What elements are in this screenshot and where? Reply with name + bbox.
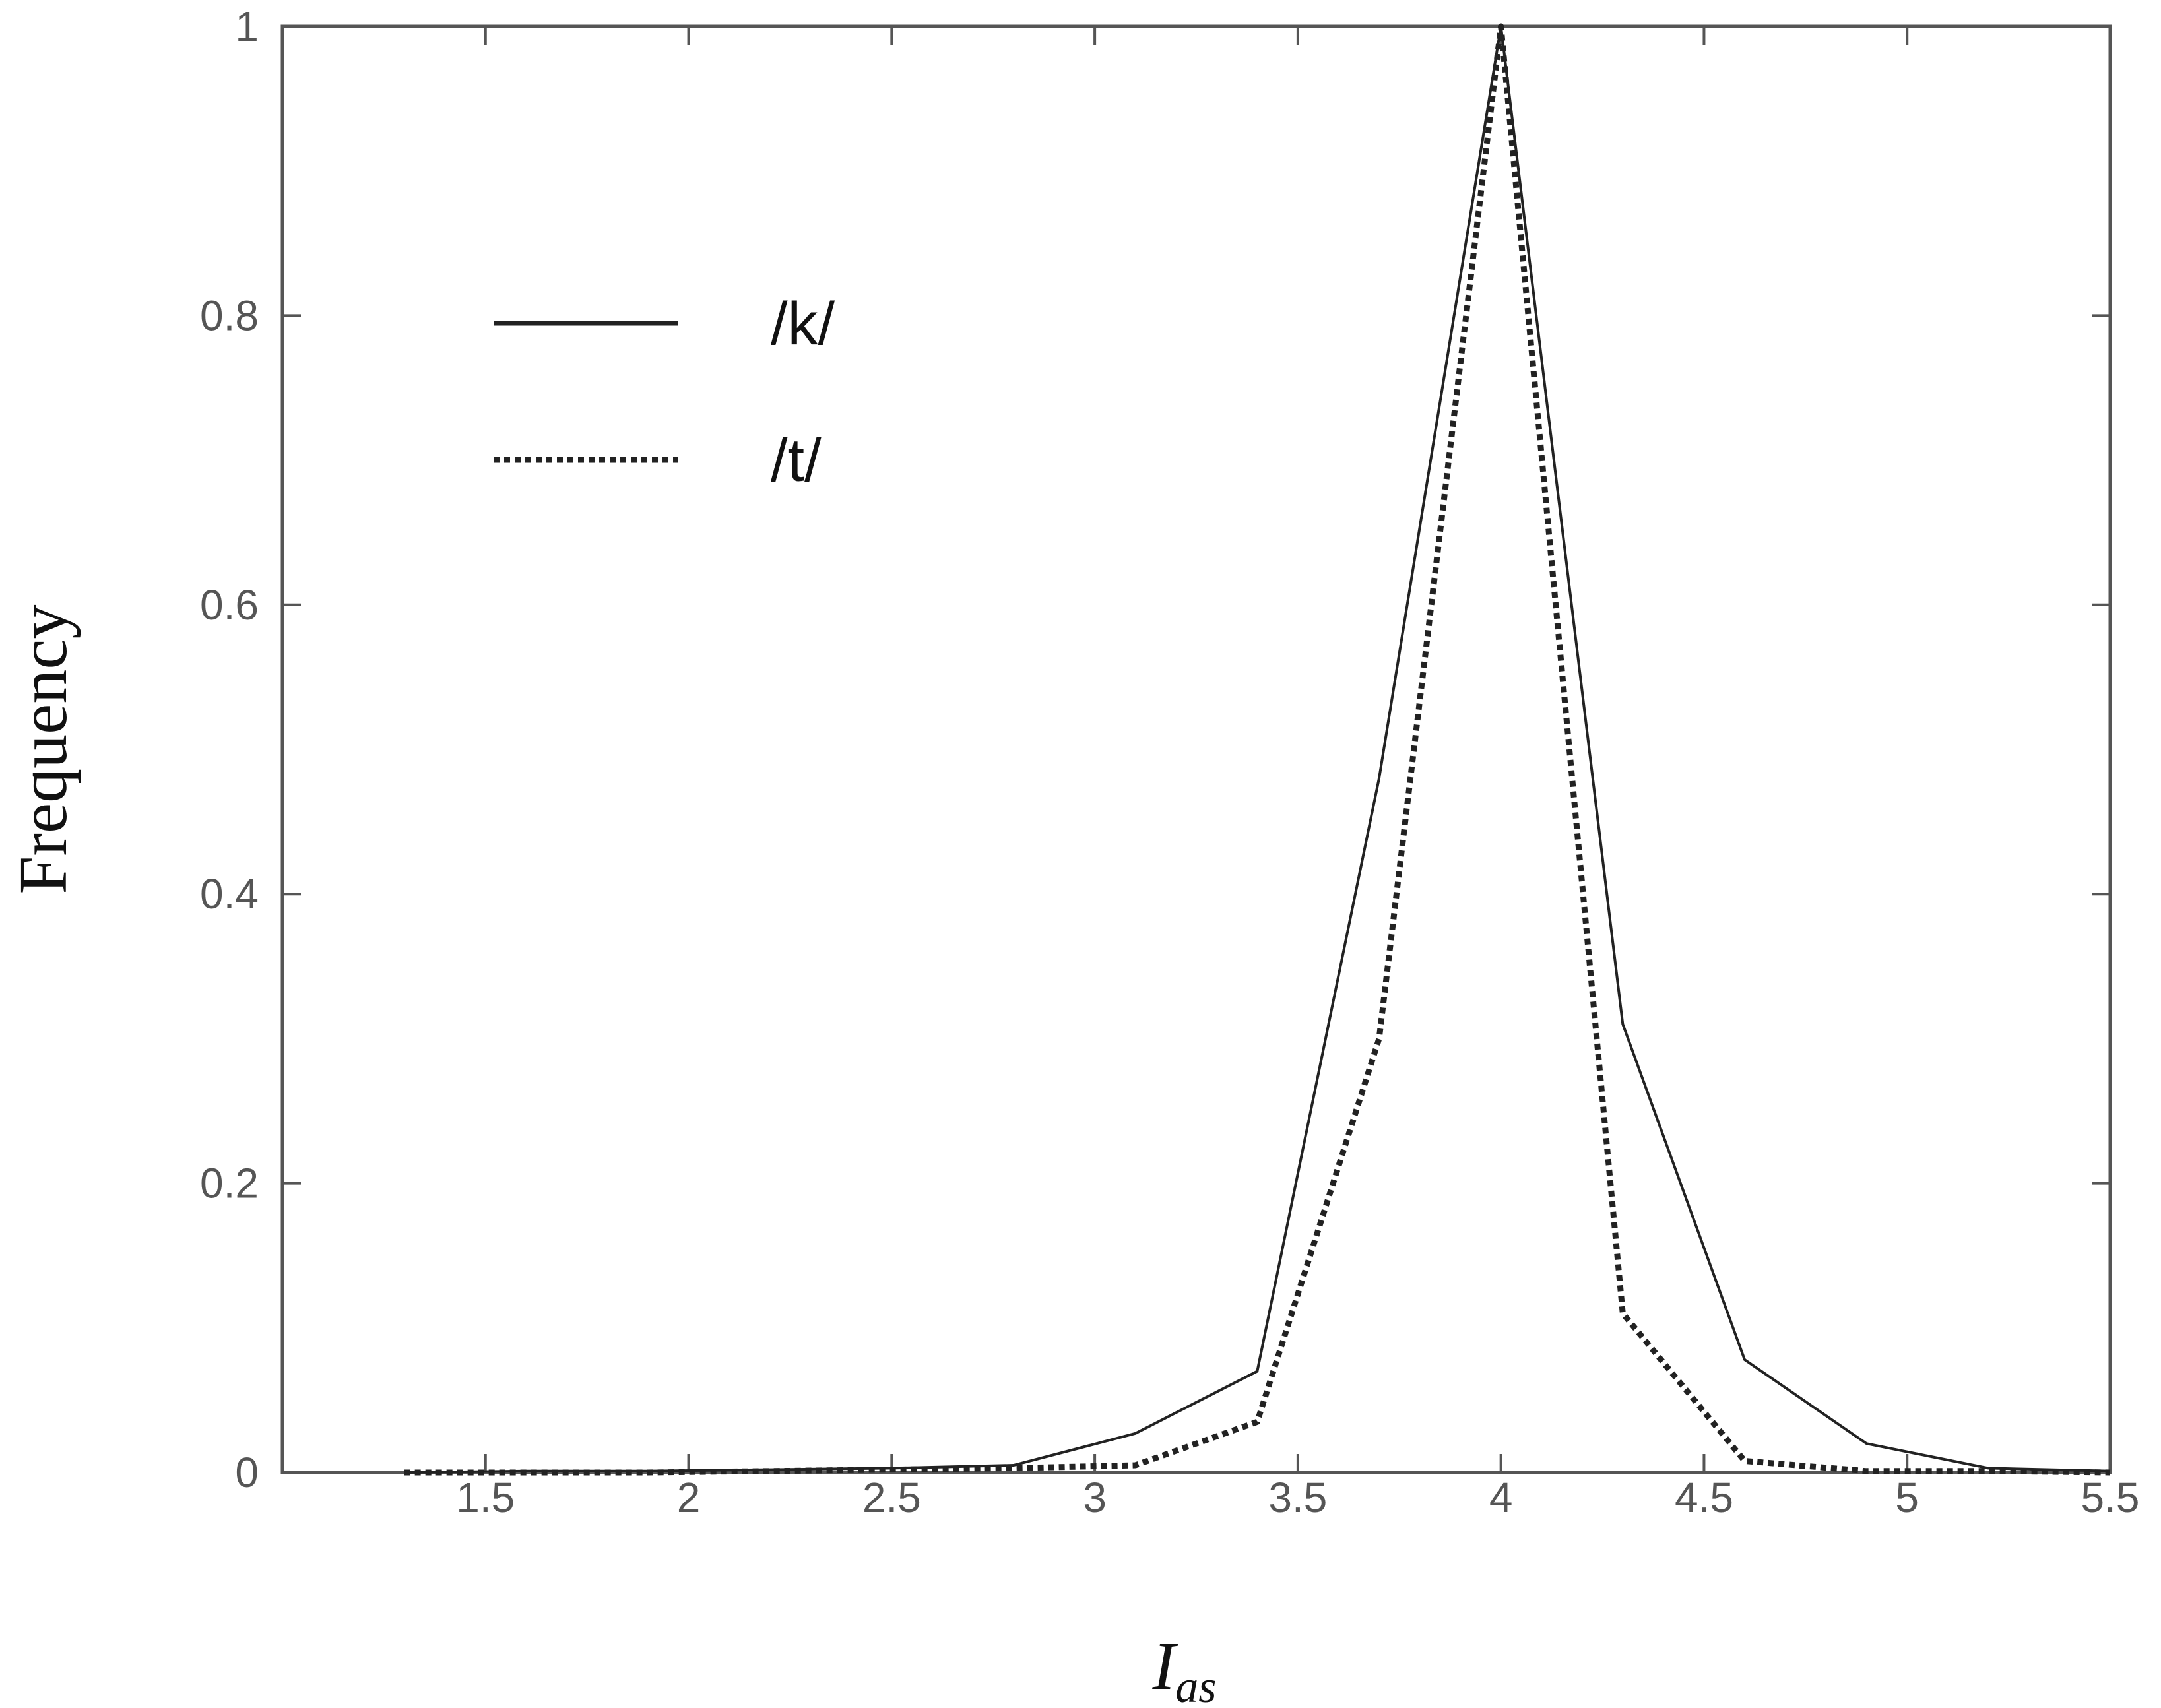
legend: /k/ /t/	[494, 290, 835, 494]
y-axis-label: Frequency	[5, 605, 81, 895]
legend-label-t: /t/	[771, 427, 822, 494]
series-line-t	[404, 23, 2111, 1476]
series-layer	[404, 23, 2111, 1476]
tick-marks	[282, 25, 2112, 1474]
plot-frame	[280, 24, 2112, 1474]
y-tick-label: 0.8	[200, 292, 259, 339]
x-tick-label: 2.5	[862, 1474, 921, 1521]
y-tick-label: 0.6	[200, 581, 259, 629]
x-tick-labels: 1.5 2 2.5 3 3.5 4 4.5 5 5.5	[456, 1474, 2139, 1521]
y-tick-labels: 0 0.2 0.4 0.6 0.8 1	[200, 3, 259, 1496]
y-tick-label: 0.4	[200, 870, 259, 918]
legend-label-k: /k/	[771, 290, 835, 358]
x-axis-label-main: I	[1152, 1628, 1178, 1704]
x-tick-label: 4	[1489, 1474, 1513, 1521]
y-tick-label: 0	[235, 1449, 259, 1496]
x-tick-label: 5.5	[2081, 1474, 2140, 1521]
x-tick-label: 5	[1895, 1474, 1919, 1521]
y-tick-label: 0.2	[200, 1160, 259, 1207]
x-tick-label: 1.5	[456, 1474, 515, 1521]
series-line-k	[404, 25, 2111, 1474]
x-tick-label: 2	[677, 1474, 701, 1521]
y-tick-label: 1	[235, 3, 259, 50]
x-axis-label: Ias	[1152, 1628, 1217, 1708]
x-tick-label: 3	[1083, 1474, 1107, 1521]
x-axis-label-subscript: as	[1175, 1662, 1216, 1708]
x-tick-label: 3.5	[1268, 1474, 1327, 1521]
x-tick-label: 4.5	[1675, 1474, 1733, 1521]
